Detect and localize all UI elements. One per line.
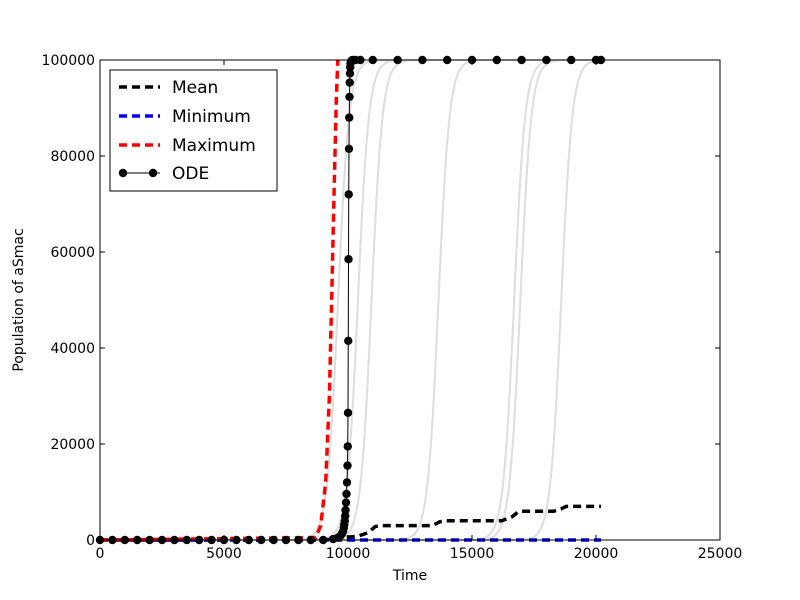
series-line-maximum xyxy=(99,59,340,542)
x-tick-label-20000: 20000 xyxy=(574,546,619,562)
legend-label-mean: Mean xyxy=(172,78,218,98)
y-tick-label-60000: 60000 xyxy=(50,245,95,261)
y-tick-label-40000: 40000 xyxy=(50,341,95,357)
axis-ticks: 0 5000 10000 15000 20000 25000 0 20000 40000 6000… xyxy=(42,53,743,562)
y-axis-label: Population of aSmac xyxy=(11,228,27,371)
ode-point-37 xyxy=(344,190,353,199)
ode-point-34 xyxy=(343,408,353,417)
ode-point-30 xyxy=(342,489,351,499)
ode-point-39 xyxy=(345,113,354,122)
legend-label-maximum: Maximum xyxy=(172,136,256,156)
x-axis-label: Time xyxy=(392,568,427,584)
ode-point-29 xyxy=(341,498,351,507)
y-tick-label-80000: 80000 xyxy=(50,149,95,165)
ode-point-31 xyxy=(342,478,352,487)
ode-point-35 xyxy=(344,336,353,345)
legend-label-minimum: Minimum xyxy=(172,107,251,127)
ode-point-28 xyxy=(341,506,350,515)
plot-frame xyxy=(99,59,721,541)
ode-point-40 xyxy=(345,92,354,102)
legend-marker-ode-right xyxy=(148,168,158,178)
x-tick-label-5000: 5000 xyxy=(206,546,242,562)
series-line-mean xyxy=(100,504,601,542)
ode-point-36 xyxy=(344,255,353,264)
x-tick-label-25000: 25000 xyxy=(698,546,743,562)
legend-marker-ode-left xyxy=(118,168,128,178)
x-tick-label-15000: 15000 xyxy=(450,546,495,562)
y-tick-label-100000: 100000 xyxy=(42,53,95,69)
y-tick-label-0: 0 xyxy=(86,533,95,549)
x-tick-label-10000: 10000 xyxy=(326,546,371,562)
y-tick-label-20000: 20000 xyxy=(50,437,95,453)
legend-label-ode: ODE xyxy=(172,164,209,184)
legend-frame xyxy=(109,69,278,192)
ode-point-42 xyxy=(345,69,355,78)
x-tick-label-0: 0 xyxy=(96,546,105,562)
ode-point-41 xyxy=(345,78,354,87)
ode-point-33 xyxy=(343,442,352,451)
ode-point-38 xyxy=(344,144,354,153)
legend: Mean Minimum Maximum ODE xyxy=(109,69,278,192)
ode-point-32 xyxy=(343,461,352,470)
